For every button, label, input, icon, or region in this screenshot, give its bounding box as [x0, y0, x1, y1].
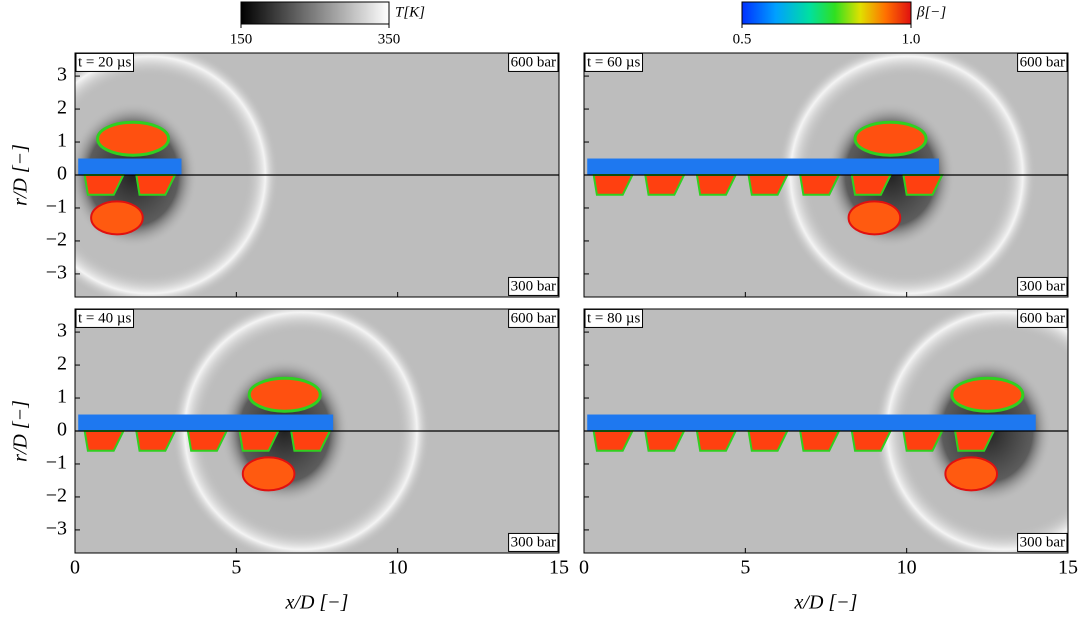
jet-top — [78, 414, 334, 431]
x-tick-label: 0 — [70, 557, 80, 579]
pressure-label: 300 bar — [1020, 534, 1065, 550]
y-tick-label: 1 — [57, 386, 67, 408]
time-label: t = 20 µs — [78, 54, 132, 70]
pressure-label-box — [508, 308, 559, 328]
colorbar-label: β[−] — [916, 4, 946, 20]
pressure-label: 600 bar — [1020, 310, 1065, 326]
panel — [584, 53, 1068, 297]
time-label: t = 60 µs — [587, 54, 641, 70]
plume-top — [950, 376, 1025, 413]
pressure-label-box — [508, 276, 559, 296]
y-tick-label: 3 — [57, 320, 67, 342]
x-tick-label: 0 — [579, 557, 589, 579]
plume-bottom — [90, 200, 144, 236]
plume-bottom — [241, 456, 296, 492]
plume-bottom — [944, 456, 999, 492]
x-tick-label: 5 — [231, 557, 241, 579]
colorbar — [741, 1, 912, 25]
jet-top — [587, 158, 939, 175]
x-tick-label: 10 — [388, 557, 408, 579]
colorbar-tick-label: 150 — [230, 31, 253, 47]
colorbar-tick-label: 350 — [378, 31, 401, 47]
time-label: t = 80 µs — [587, 310, 641, 326]
jet-top — [78, 158, 182, 175]
x-tick-label: 5 — [740, 557, 750, 579]
time-label-box — [75, 308, 135, 328]
y-tick-label: −3 — [46, 518, 67, 540]
y-axis-label: r/D [−] — [10, 400, 32, 462]
x-tick-label: 10 — [897, 557, 917, 579]
y-tick-label: −1 — [46, 452, 67, 474]
colorbar — [240, 1, 390, 25]
y-tick-label: −2 — [46, 229, 67, 251]
pressure-label-box — [1017, 308, 1068, 328]
plume-top — [247, 376, 322, 413]
colorbar-tick-label: 1.0 — [902, 31, 921, 47]
pressure-label-box — [508, 532, 559, 552]
y-axis-label: r/D [−] — [10, 144, 32, 206]
colorbar-tick-label: 0.5 — [733, 31, 752, 47]
pressure-label: 300 bar — [511, 534, 556, 550]
pressure-label: 600 bar — [1020, 54, 1065, 70]
jet-top — [587, 414, 1036, 431]
y-tick-label: 2 — [57, 97, 67, 119]
pressure-label-box — [1017, 52, 1068, 72]
y-tick-label: −1 — [46, 196, 67, 218]
colorbar-label: T[K] — [395, 4, 425, 20]
time-label-box — [75, 52, 135, 72]
pressure-label: 300 bar — [1020, 278, 1065, 294]
plume-bottom — [847, 200, 902, 236]
pressure-label-box — [1017, 532, 1068, 552]
pressure-label-box — [508, 52, 559, 72]
plume-top — [96, 120, 171, 157]
plume-top — [853, 120, 928, 157]
panel — [75, 309, 559, 553]
panel — [75, 53, 559, 297]
x-axis-label: x/D [−] — [794, 592, 858, 614]
pressure-label: 300 bar — [511, 278, 556, 294]
pressure-label: 600 bar — [511, 310, 556, 326]
y-tick-label: −2 — [46, 485, 67, 507]
y-tick-label: 3 — [57, 64, 67, 86]
time-label: t = 40 µs — [78, 310, 132, 326]
x-axis-label: x/D [−] — [285, 592, 349, 614]
x-tick-label: 15 — [1058, 557, 1078, 579]
pressure-label: 600 bar — [511, 54, 556, 70]
y-tick-label: 2 — [57, 353, 67, 375]
y-tick-label: 1 — [57, 130, 67, 152]
time-label-box — [584, 52, 644, 72]
x-tick-label: 15 — [549, 557, 569, 579]
panel — [584, 309, 1068, 553]
pressure-label-box — [1017, 276, 1068, 296]
y-tick-label: −3 — [46, 262, 67, 284]
y-tick-label: 0 — [57, 163, 67, 185]
time-label-box — [584, 308, 644, 328]
y-tick-label: 0 — [57, 419, 67, 441]
